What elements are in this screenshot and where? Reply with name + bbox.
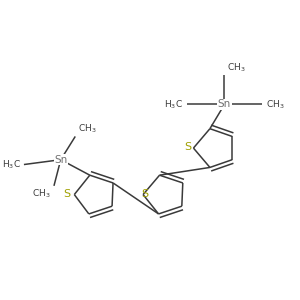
Text: CH$_3$: CH$_3$ xyxy=(227,62,246,74)
Text: Sn: Sn xyxy=(54,155,68,165)
Text: S: S xyxy=(64,189,70,199)
Text: Sn: Sn xyxy=(218,100,231,110)
Text: CH$_3$: CH$_3$ xyxy=(32,187,51,200)
Text: S: S xyxy=(185,142,192,152)
Text: CH$_3$: CH$_3$ xyxy=(78,123,97,135)
Text: H$_3$C: H$_3$C xyxy=(2,158,20,171)
Text: H$_3$C: H$_3$C xyxy=(164,98,183,111)
Text: S: S xyxy=(141,189,148,199)
Text: CH$_3$: CH$_3$ xyxy=(266,98,284,111)
